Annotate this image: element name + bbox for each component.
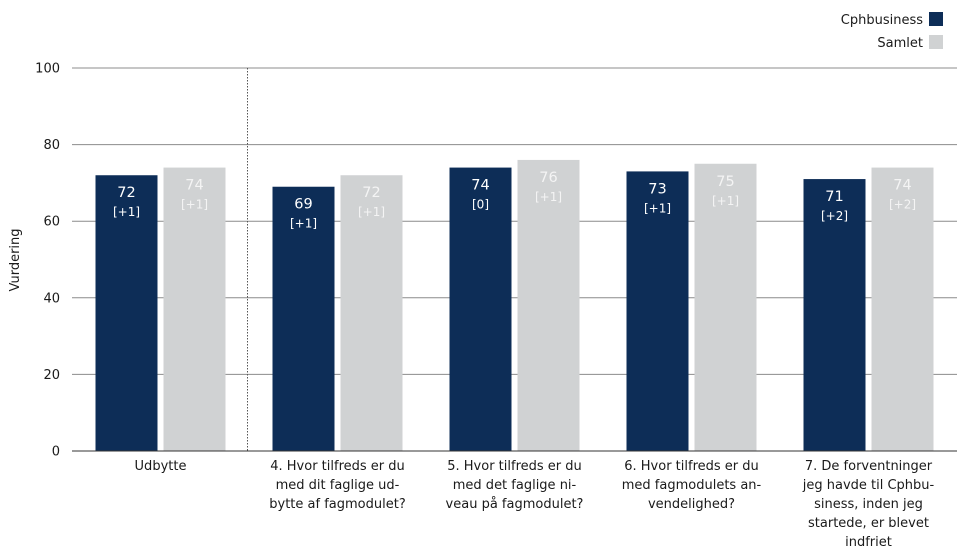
y-tick-label: 0 [52, 445, 60, 460]
legend: Cphbusiness Samlet [841, 12, 943, 51]
x-tick-label: Udbytte [135, 459, 187, 474]
bar-cphbusiness-5 [803, 179, 866, 451]
data-label: 74 [893, 178, 911, 194]
bar-samlet-1 [163, 167, 226, 451]
data-label: 73 [648, 181, 666, 197]
data-label: 74 [471, 178, 489, 194]
x-tick-label: 5. Hvor tilfreds er du med det faglige ni… [446, 459, 584, 512]
x-tick-label: 6. Hvor tilfreds er du med fagmodulets an… [622, 459, 762, 512]
delta-label: [+1] [290, 217, 317, 231]
data-label: 72 [362, 185, 380, 201]
legend-label: Samlet [877, 36, 923, 51]
delta-label: [+1] [535, 190, 562, 204]
axes: 0 20 40 60 80 100 Udbytte 4. Hvor tilfreds er d… [35, 62, 957, 550]
data-label: 69 [294, 197, 312, 213]
legend-swatch [929, 12, 943, 26]
x-tick-label: 7. De forventninger jeg havde til Cphbu-s… [802, 459, 935, 550]
bar-cphbusiness-1 [95, 175, 158, 452]
bar-samlet-2 [340, 175, 403, 452]
bar-samlet-3 [517, 159, 580, 452]
y-tick-label: 100 [35, 62, 60, 77]
y-tick-label: 60 [43, 215, 60, 230]
bar-cphbusiness-4 [626, 171, 689, 451]
bars: 72 [+1] 74 [+1] 69 [+1] 72 [+1] 74 [0] 76 [+1] 73 [+1… [95, 159, 934, 452]
y-axis-label: Vurdering [8, 228, 23, 291]
data-label: 74 [185, 178, 203, 194]
bar-samlet-5 [871, 167, 934, 451]
delta-label: [+1] [712, 194, 739, 208]
delta-label: [0] [472, 198, 489, 212]
legend-swatch [929, 35, 943, 49]
delta-label: [+2] [821, 209, 848, 223]
delta-label: [+1] [358, 205, 385, 219]
x-tick-label: 4. Hvor tilfreds er du med dit faglige ud… [269, 459, 405, 512]
data-label: 71 [825, 189, 843, 205]
delta-label: [+1] [644, 201, 671, 215]
bar-cphbusiness-2 [272, 186, 335, 452]
bar-cphbusiness-3 [449, 167, 512, 451]
delta-label: [+2] [889, 198, 916, 212]
y-tick-label: 40 [43, 291, 60, 306]
data-label: 75 [716, 174, 734, 190]
data-label: 76 [539, 170, 557, 186]
delta-label: [+1] [113, 205, 140, 219]
bar-samlet-4 [694, 163, 757, 451]
y-tick-label: 20 [43, 368, 60, 383]
legend-label: Cphbusiness [841, 13, 923, 28]
delta-label: [+1] [181, 198, 208, 212]
y-tick-label: 80 [43, 138, 60, 153]
data-label: 72 [117, 185, 135, 201]
